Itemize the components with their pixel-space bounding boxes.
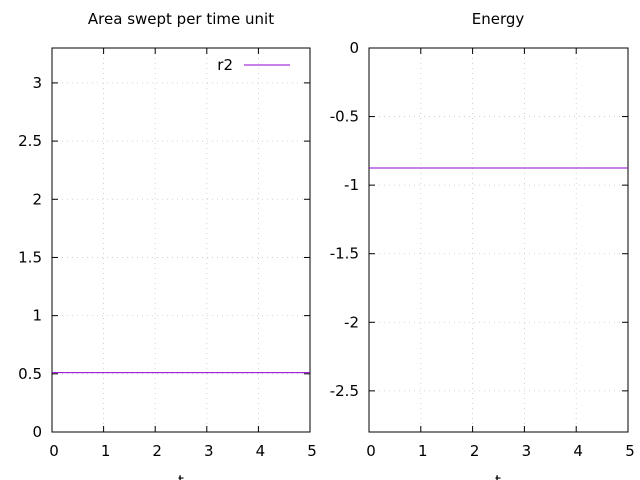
chart-title: Area swept per time unit: [88, 10, 274, 28]
x-tick-label: 3: [522, 442, 532, 460]
x-tick-label: 1: [101, 442, 111, 460]
y-tick-label: 0: [32, 423, 42, 441]
area-swept-panel: Area swept per time unit t 0 1 2 3 4 5 0 0.5 1 1.…: [18, 10, 317, 480]
plot-frame: [368, 47, 629, 433]
x-tick-label: 2: [152, 442, 162, 460]
energy-panel: Energy t 0 1 2 3 4 5 0 -0.5 -1 -1.5 -2 -2.5: [330, 10, 635, 480]
plot-frame: [51, 47, 311, 433]
y-tick-label: -1.5: [330, 245, 359, 263]
y-tick-label: 1: [32, 307, 42, 325]
y-tick-label: 1.5: [18, 248, 42, 266]
y-tick-label: 3: [32, 74, 42, 92]
y-tick-label: -2.5: [330, 382, 359, 400]
y-tick-label: -0.5: [330, 108, 359, 126]
y-tick-label: -2: [344, 313, 359, 331]
y-tick-label: 2: [32, 190, 42, 208]
x-axis-label: t: [178, 472, 184, 480]
y-tick-label: 0: [349, 39, 359, 57]
x-tick-label: 4: [573, 442, 583, 460]
x-tick-label: 0: [49, 442, 59, 460]
x-tick-label: 5: [625, 442, 635, 460]
y-tick-label: 2.5: [18, 132, 42, 150]
y-tick-label: -1: [344, 176, 359, 194]
x-tick-label: 2: [470, 442, 480, 460]
x-tick-label: 5: [307, 442, 317, 460]
chart-title: Energy: [472, 10, 525, 28]
x-tick-label: 3: [204, 442, 214, 460]
y-tick-label: 0.5: [18, 365, 42, 383]
x-tick-label: 0: [366, 442, 376, 460]
x-tick-label: 4: [256, 442, 266, 460]
legend-label: r2: [217, 56, 233, 74]
x-axis-label: t: [495, 472, 501, 480]
x-tick-label: 1: [418, 442, 428, 460]
